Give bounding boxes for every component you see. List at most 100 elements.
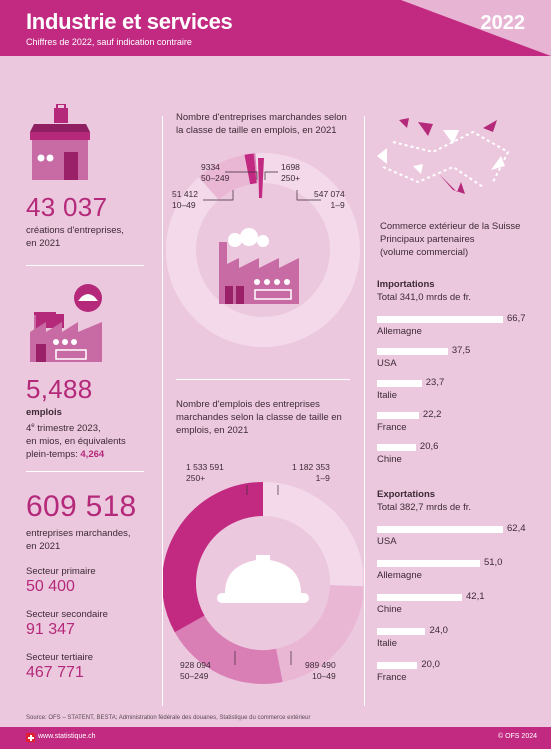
imports-bar bbox=[377, 348, 448, 355]
exports-value-label: 51,0 bbox=[483, 557, 503, 568]
trade-title: Commerce extérieur de la Suisse Principau… bbox=[380, 221, 521, 258]
emplois-sub: 4e trimestre 2023, en mios, en équivalen… bbox=[26, 423, 126, 461]
donut1-label-50-249: 9334 50–249 bbox=[201, 162, 230, 183]
exports-value-label: 24,0 bbox=[429, 625, 448, 636]
donut2-title: Nombre d'emplois des entreprises marchan… bbox=[176, 399, 342, 436]
donut1-segment-1-9 bbox=[166, 153, 360, 347]
exports-row: 20,0 France bbox=[377, 659, 532, 689]
header-decoration bbox=[401, 0, 551, 56]
donut1-leader-line bbox=[264, 171, 278, 180]
swiss-flag-icon bbox=[26, 733, 35, 742]
imports-country-label: USA bbox=[377, 358, 397, 369]
imports-value-label: 37,5 bbox=[451, 345, 471, 356]
exports-country-label: Chine bbox=[377, 604, 402, 615]
donut2-label-1-9: 1 182 353 1–9 bbox=[292, 462, 330, 483]
donut2-label-10-49: 989 490 10–49 bbox=[305, 660, 336, 681]
entreprises-label: entreprises marchandes, en 2021 bbox=[26, 528, 131, 552]
donut2-label-50-249: 928 094 50–249 bbox=[180, 660, 211, 681]
factory-icon bbox=[219, 228, 299, 304]
hard-hat-icon bbox=[217, 555, 309, 603]
donut1-small-segment-marker bbox=[258, 158, 264, 198]
imports-value-label: 20,6 bbox=[419, 441, 439, 452]
donut1-title: Nombre d'entreprises marchandes selon la… bbox=[176, 112, 347, 136]
exports-row: 62,4 USA bbox=[377, 523, 532, 553]
year-badge: 2022 bbox=[480, 12, 526, 34]
imports-value-label: 23,7 bbox=[425, 377, 445, 388]
donut2-segment-1-9 bbox=[262, 482, 363, 587]
imports-row: 22,2 France bbox=[377, 409, 532, 439]
donut1-leader-line bbox=[296, 190, 321, 201]
column-divider bbox=[364, 116, 365, 706]
imports-title: Importations bbox=[377, 279, 435, 290]
sector-tertiary-value: 467 771 bbox=[26, 664, 84, 681]
entreprises-value: 609 518 bbox=[26, 490, 137, 523]
donut2-label-250: 1 533 591 250+ bbox=[186, 462, 224, 483]
imports-total: Total 341,0 mrds de fr. bbox=[377, 292, 471, 303]
divider bbox=[176, 379, 350, 380]
emplois-label: emplois bbox=[26, 407, 62, 418]
header-bar: Industrie et services Chiffres de 2022, … bbox=[0, 0, 551, 56]
exports-row: 51,0 Allemagne bbox=[377, 557, 532, 587]
donut2-segment-50-249 bbox=[174, 615, 283, 684]
exports-value-label: 62,4 bbox=[507, 523, 526, 534]
exports-bar bbox=[377, 662, 418, 669]
sector-tertiary-label: Secteur tertiaire bbox=[26, 652, 94, 663]
page-title: Industrie et services bbox=[26, 9, 233, 34]
donut1-label-250: 1698 250+ bbox=[281, 162, 301, 183]
divider bbox=[26, 471, 144, 472]
exports-country-label: France bbox=[377, 672, 407, 683]
creations-value: 43 037 bbox=[26, 192, 108, 222]
imports-country-label: France bbox=[377, 422, 407, 433]
exports-country-label: Italie bbox=[377, 638, 398, 649]
imports-bar bbox=[377, 380, 422, 387]
sector-primary-value: 50 400 bbox=[26, 578, 75, 595]
exports-country-label: USA bbox=[377, 536, 397, 547]
exports-bar bbox=[377, 526, 503, 533]
imports-row: 66,7 Allemagne bbox=[377, 313, 532, 343]
trade-arrows-icon bbox=[377, 118, 510, 194]
imports-value-label: 22,2 bbox=[422, 409, 442, 420]
donut2-chart bbox=[163, 482, 363, 684]
sector-secondary-label: Secteur secondaire bbox=[26, 609, 108, 620]
exports-value-label: 42,1 bbox=[466, 591, 485, 602]
imports-bar bbox=[377, 412, 419, 419]
imports-row: 37,5 USA bbox=[377, 345, 532, 375]
donut1-leader-line bbox=[203, 190, 234, 201]
donut1-segment-10-49 bbox=[198, 154, 251, 201]
emplois-value: 5,488 bbox=[26, 374, 93, 404]
imports-value-label: 66,7 bbox=[507, 313, 526, 324]
copyright: © OFS 2024 bbox=[497, 733, 537, 740]
donut1-segment-50-249 bbox=[244, 153, 257, 185]
exports-value-label: 20,0 bbox=[421, 659, 440, 670]
website-link[interactable]: www.statistique.ch bbox=[38, 733, 96, 740]
factory-worker-icon bbox=[30, 284, 102, 362]
donut1-chart bbox=[166, 153, 360, 347]
sector-primary-label: Secteur primaire bbox=[26, 566, 96, 577]
exports-row: 24,0 Italie bbox=[377, 625, 532, 655]
exports-total: Total 382,7 mrds de fr. bbox=[377, 502, 471, 513]
imports-row: 20,6 Chine bbox=[377, 441, 532, 471]
footer-bar: www.statistique.ch © OFS 2024 bbox=[0, 727, 551, 749]
imports-country-label: Chine bbox=[377, 454, 402, 465]
exports-bar bbox=[377, 628, 426, 635]
page-subtitle: Chiffres de 2022, sauf indication contra… bbox=[26, 37, 192, 47]
imports-country-label: Allemagne bbox=[377, 326, 422, 337]
column-divider bbox=[162, 116, 163, 706]
exports-title: Exportations bbox=[377, 489, 436, 500]
exports-bar bbox=[377, 594, 462, 601]
imports-row: 23,7 Italie bbox=[377, 377, 532, 407]
shop-icon bbox=[30, 104, 90, 180]
imports-country-label: Italie bbox=[377, 390, 398, 401]
exports-row: 42,1 Chine bbox=[377, 591, 532, 621]
donut2-segment-250 bbox=[163, 482, 264, 633]
donut1-label-1-9: 547 074 1–9 bbox=[314, 189, 345, 210]
divider bbox=[26, 265, 144, 266]
exports-country-label: Allemagne bbox=[377, 570, 422, 581]
exports-bar bbox=[377, 560, 480, 567]
donut2-segment-10-49 bbox=[275, 584, 363, 683]
imports-bar bbox=[377, 316, 503, 323]
donut1-label-10-49: 51 412 10–49 bbox=[172, 189, 198, 210]
source-note: Source: OFS – STATENT, BESTA; Administra… bbox=[26, 715, 311, 721]
imports-bar bbox=[377, 444, 416, 451]
donut1-leader-line bbox=[225, 171, 258, 180]
